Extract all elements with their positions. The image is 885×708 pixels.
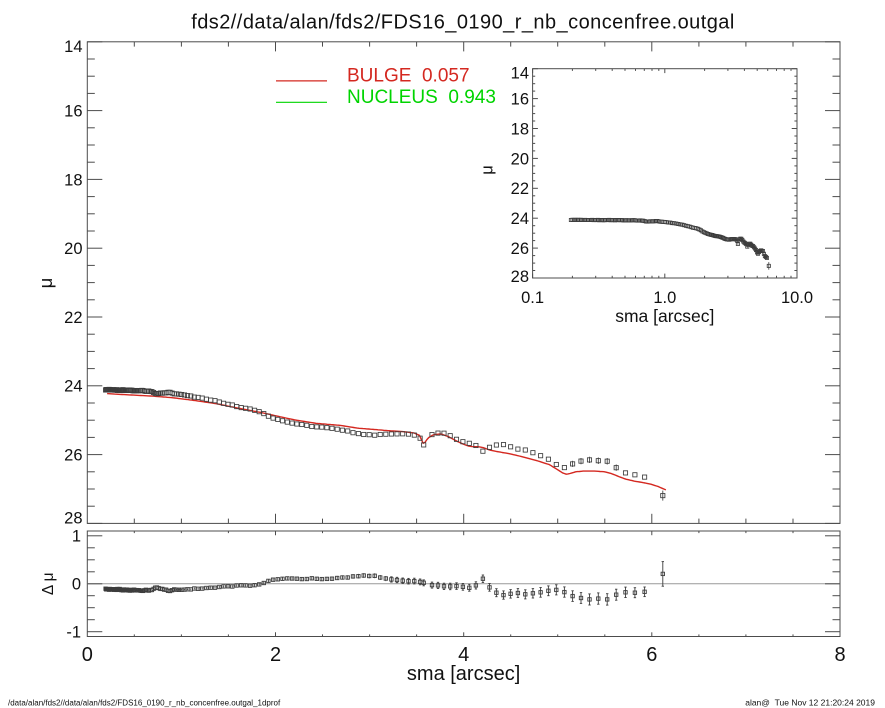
svg-text:16: 16 [511, 91, 529, 109]
svg-text:2: 2 [270, 644, 281, 666]
svg-text:6: 6 [646, 644, 657, 666]
svg-text:8: 8 [834, 644, 845, 666]
svg-text:22: 22 [511, 180, 529, 198]
svg-text:26: 26 [511, 240, 529, 258]
svg-text:20: 20 [64, 240, 82, 258]
svg-text:0: 0 [72, 576, 81, 594]
svg-text:20: 20 [511, 150, 529, 168]
svg-text:18: 18 [511, 120, 529, 138]
svg-text:-1: -1 [66, 624, 81, 642]
svg-text:14: 14 [64, 38, 82, 56]
svg-text:24: 24 [511, 210, 529, 228]
svg-text:10.0: 10.0 [781, 289, 813, 307]
svg-text:/data/alan/fds2//data/alan/fds: /data/alan/fds2//data/alan/fds2/FDS16_01… [8, 699, 281, 708]
svg-text:BULGE 0.057: BULGE 0.057 [347, 66, 470, 87]
svg-text:28: 28 [64, 509, 82, 527]
svg-text:μ: μ [479, 165, 497, 175]
svg-text:sma [arcsec]: sma [arcsec] [407, 663, 520, 685]
svg-text:18: 18 [64, 171, 82, 189]
svg-text:Δ μ: Δ μ [40, 572, 57, 595]
svg-text:alan@ Tue Nov 12 21:20:24 201: alan@ Tue Nov 12 21:20:24 2019 [745, 698, 875, 708]
svg-text:fds2//data/alan/fds2/FDS16_019: fds2//data/alan/fds2/FDS16_0190_r_nb_con… [191, 12, 735, 34]
svg-text:0: 0 [82, 644, 93, 666]
svg-text:22: 22 [64, 309, 82, 327]
svg-text:sma [arcsec]: sma [arcsec] [615, 306, 714, 326]
svg-text:NUCLEUS 0.943: NUCLEUS 0.943 [347, 87, 496, 108]
svg-text:16: 16 [64, 103, 82, 121]
svg-text:1.0: 1.0 [653, 289, 676, 307]
svg-text:1: 1 [72, 528, 81, 546]
svg-text:14: 14 [511, 65, 529, 83]
svg-text:24: 24 [64, 378, 82, 396]
svg-text:4: 4 [458, 644, 469, 666]
svg-text:28: 28 [511, 268, 529, 286]
svg-text:26: 26 [64, 447, 82, 465]
svg-text:μ: μ [35, 278, 56, 289]
svg-text:0.1: 0.1 [521, 289, 544, 307]
